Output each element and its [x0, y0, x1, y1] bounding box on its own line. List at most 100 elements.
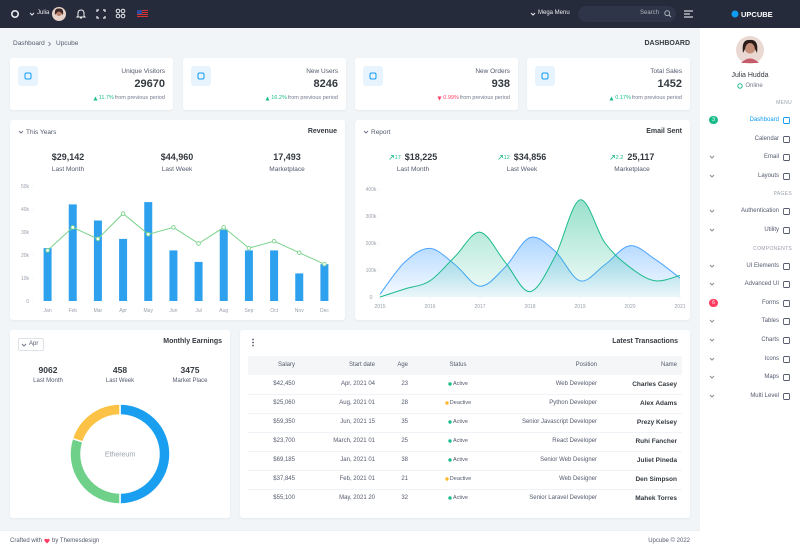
chevron-icon[interactable]	[530, 11, 536, 17]
chevron-icon[interactable]	[709, 318, 715, 324]
chevron-icon[interactable]	[709, 281, 715, 287]
status-text: Active	[453, 438, 468, 444]
apps-icon[interactable]	[115, 8, 126, 19]
menu-item[interactable]: Charts	[761, 337, 779, 343]
profile-status: Online	[700, 83, 800, 89]
menu-item-icon[interactable]	[783, 262, 790, 270]
status-ring	[737, 83, 744, 89]
menu-item[interactable]: Advanced UI	[744, 281, 779, 288]
menu-item-icon[interactable]	[783, 172, 790, 180]
menu-toggle[interactable]	[684, 10, 693, 18]
menu-item[interactable]: Dashboard	[749, 117, 779, 123]
report-card: 0 100k 200k 300k 400k 2015 2016 2017 2018 2019 202…	[355, 120, 690, 320]
chevron-icon[interactable]	[709, 374, 715, 380]
status-dot	[737, 83, 744, 89]
chevron-icon[interactable]	[709, 356, 715, 362]
chevron-icon[interactable]	[709, 263, 715, 269]
chevron-icon[interactable]	[709, 393, 715, 399]
chevron-icon[interactable]	[709, 154, 715, 160]
menu-item-icon[interactable]	[783, 299, 790, 307]
search-box[interactable]: Search	[578, 6, 676, 22]
table-cell: $69,185	[273, 457, 295, 463]
chevron-icon[interactable]	[709, 227, 715, 233]
filter-dropdown-box[interactable]: Apr	[18, 338, 44, 351]
icon-shape	[783, 281, 790, 289]
logo-text[interactable]: UPCUBE	[741, 9, 773, 19]
arrow	[497, 155, 503, 160]
icon-shape	[783, 208, 790, 216]
chevron-icon[interactable]	[18, 129, 24, 135]
menu-item-icon[interactable]	[783, 337, 790, 344]
x-tick-label: 2017	[474, 304, 485, 310]
chevron-shape	[709, 320, 715, 324]
stat-icon	[535, 66, 555, 86]
arrow	[609, 155, 615, 160]
search-icon[interactable]	[664, 10, 672, 18]
chevron-icon[interactable]	[363, 129, 369, 135]
logo-icon[interactable]	[731, 10, 739, 18]
menu-item-icon[interactable]	[783, 135, 790, 143]
notification-icon[interactable]	[75, 9, 87, 19]
menu-item-icon[interactable]	[783, 208, 790, 216]
table-cell: $23,700	[273, 438, 295, 444]
x-tick-label: 2021	[674, 304, 685, 310]
bar	[194, 261, 203, 301]
menu-item[interactable]: Forms	[762, 299, 779, 306]
flag-stripe	[137, 12, 148, 13]
x-tick-label: Apr	[119, 308, 127, 314]
row-divider	[248, 413, 682, 414]
chevron-icon[interactable]	[21, 342, 27, 348]
user-name[interactable]: Julia	[37, 10, 50, 16]
menu-item[interactable]: Icons	[764, 355, 779, 362]
more-menu-icon[interactable]	[251, 338, 255, 347]
chevron-icon[interactable]	[29, 11, 35, 17]
table-cell: 21	[401, 476, 408, 482]
menu-item[interactable]: Email	[763, 154, 779, 161]
menu-item[interactable]: Tables	[761, 318, 779, 325]
settings-icon[interactable]	[10, 9, 20, 19]
menu-item-icon[interactable]	[783, 117, 790, 124]
language-flag[interactable]	[137, 10, 148, 18]
menu-item[interactable]: Maps	[764, 374, 779, 381]
chevron-shape	[709, 264, 715, 268]
lens-handle	[668, 14, 672, 18]
chevron-icon[interactable]	[709, 208, 715, 214]
line-marker	[221, 225, 226, 230]
table-cell: $59,350	[273, 419, 295, 425]
summary-change-value: 17	[394, 154, 401, 161]
filter-dropdown[interactable]: Report	[371, 129, 391, 136]
arrow	[265, 96, 270, 100]
table-cell: Aug, 2021 01	[339, 400, 375, 406]
menu-item-icon[interactable]	[783, 318, 790, 326]
arrow	[388, 155, 394, 160]
fullscreen-icon[interactable]	[96, 9, 106, 19]
chevron-icon[interactable]	[709, 173, 715, 179]
table-cell: 28	[401, 400, 408, 406]
menu-item[interactable]: Calendar	[754, 135, 779, 142]
mega-menu[interactable]: Mega Menu	[538, 10, 570, 16]
menu-item-icon[interactable]	[783, 355, 790, 363]
menu-item-icon[interactable]	[783, 374, 790, 382]
bar	[144, 202, 153, 301]
menu-item[interactable]: Multi Level	[750, 392, 779, 399]
filter-dropdown[interactable]: This Years	[26, 129, 57, 136]
filter-dropdown[interactable]: Apr	[29, 341, 39, 347]
area-line	[379, 236, 681, 295]
menu-item-icon[interactable]	[783, 154, 790, 162]
menu-section-title: MENU	[776, 100, 792, 106]
menu-item[interactable]: Layouts	[757, 172, 779, 179]
breadcrumb-item[interactable]: Dashboard	[13, 40, 45, 47]
donut-segment	[69, 437, 121, 505]
stat-change-row: 16.2% from previous period	[265, 95, 338, 101]
menu-item-icon[interactable]	[783, 281, 790, 289]
table-cell: $25,060	[273, 400, 295, 406]
user-avatar[interactable]	[52, 7, 66, 21]
chevron-shape	[709, 174, 715, 178]
menu-item[interactable]: Authentication	[740, 208, 779, 215]
menu-item[interactable]: UI Elements	[746, 262, 779, 269]
x-tick-label: Nov	[295, 308, 304, 314]
menu-item-icon[interactable]	[783, 227, 790, 234]
chevron-icon[interactable]	[709, 337, 715, 343]
menu-item[interactable]: Utility	[764, 227, 779, 233]
menu-item-icon[interactable]	[783, 392, 790, 400]
